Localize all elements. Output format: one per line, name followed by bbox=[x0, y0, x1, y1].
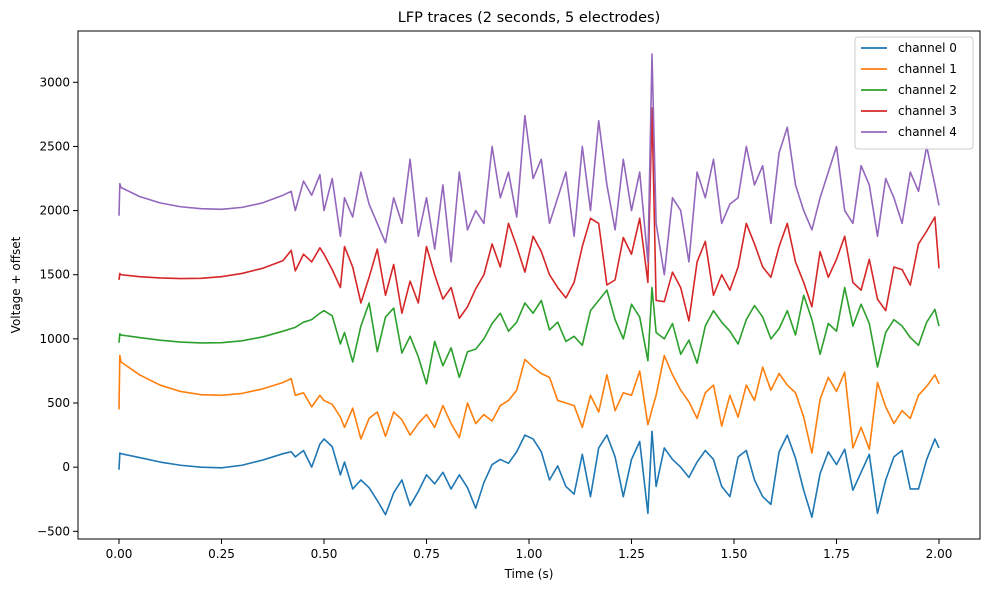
y-tick-label: 1000 bbox=[39, 332, 70, 346]
series-line-1 bbox=[118, 354, 940, 454]
y-tick-label: 2500 bbox=[39, 139, 70, 153]
y-tick-label: 1500 bbox=[39, 268, 70, 282]
legend-label: channel 3 bbox=[898, 104, 957, 118]
x-tick-label: 0.00 bbox=[106, 547, 133, 561]
series-line-0 bbox=[118, 430, 940, 518]
y-tick-label: 0 bbox=[62, 460, 70, 474]
legend-label: channel 0 bbox=[898, 41, 957, 55]
legend-label: channel 2 bbox=[898, 83, 957, 97]
x-tick-label: 0.75 bbox=[413, 547, 440, 561]
chart-title: LFP traces (2 seconds, 5 electrodes) bbox=[398, 10, 661, 26]
x-axis-label: Time (s) bbox=[504, 567, 554, 581]
x-tick-label: 1.50 bbox=[721, 547, 748, 561]
series-line-3 bbox=[118, 107, 940, 322]
legend: channel 0 channel 1 channel 2 channel 3 chan… bbox=[854, 36, 974, 150]
y-tick-label: 2000 bbox=[39, 204, 70, 218]
series-line-2 bbox=[118, 286, 940, 385]
y-axis-label: Voltage + offset bbox=[9, 236, 23, 333]
plot-frame bbox=[77, 30, 981, 540]
legend-box bbox=[854, 36, 974, 150]
y-tick-label: −500 bbox=[37, 524, 70, 538]
y-tick-label: 500 bbox=[47, 396, 70, 410]
x-tick-label: 1.00 bbox=[516, 547, 543, 561]
y-axis: −500 0 500 1000 1500 2000 2500 3000 bbox=[37, 75, 78, 538]
x-tick-label: 1.25 bbox=[618, 547, 645, 561]
series-line-4 bbox=[118, 53, 940, 276]
x-tick-label: 1.75 bbox=[823, 547, 850, 561]
y-tick-label: 3000 bbox=[39, 75, 70, 89]
legend-label: channel 1 bbox=[898, 62, 957, 76]
x-tick-label: 2.00 bbox=[926, 547, 953, 561]
legend-label: channel 4 bbox=[898, 125, 957, 139]
x-tick-label: 0.25 bbox=[208, 547, 235, 561]
x-axis: 0.00 0.25 0.50 0.75 1.00 1.25 1.50 1.75 2.00 bbox=[106, 539, 953, 561]
x-tick-label: 0.50 bbox=[311, 547, 338, 561]
